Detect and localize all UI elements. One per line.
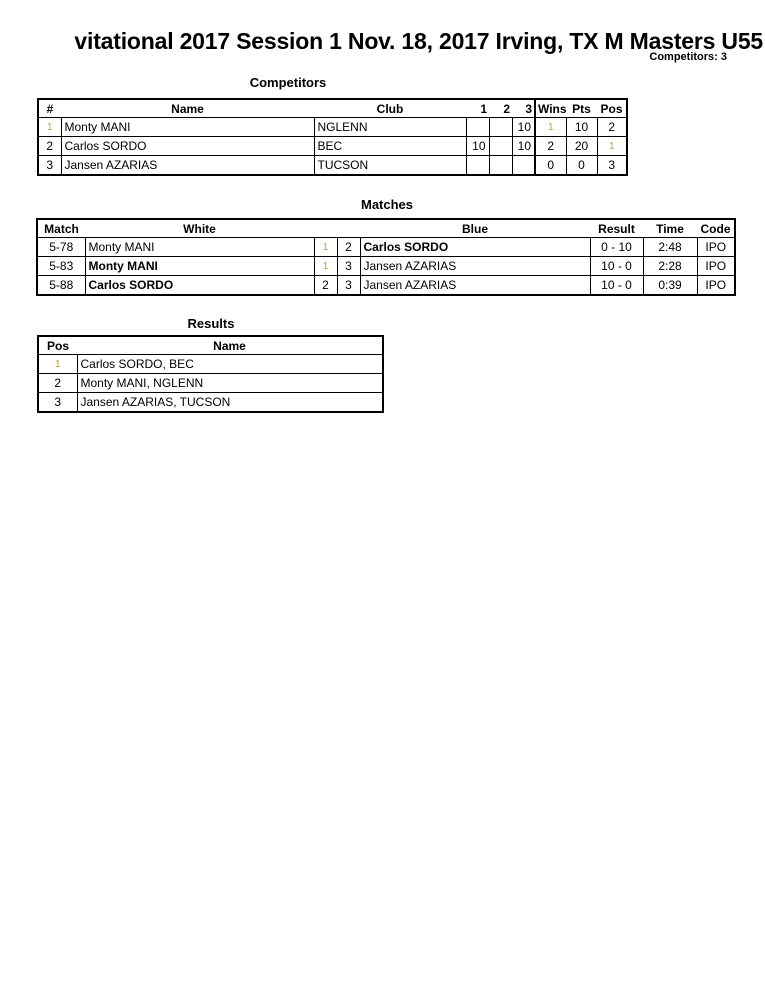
match-row: 5-78 Monty MANI 1 2 Carlos SORDO 0 - 10 2:48 IP… xyxy=(36,237,736,257)
score-1 xyxy=(465,155,490,176)
match-result: 0 - 10 xyxy=(589,237,644,257)
competitor-row: 1 Monty MANI NGLENN 10 1 10 2 xyxy=(37,117,628,137)
blue-competitor: Jansen AZARIAS xyxy=(359,256,591,276)
result-row: 2 Monty MANI, NGLENN xyxy=(37,373,384,393)
col-white: White xyxy=(183,221,216,236)
competitor-number: 2 xyxy=(37,136,62,156)
white-competitor: Monty MANI xyxy=(84,256,315,276)
match-number: 5-83 xyxy=(36,256,86,276)
matches-table: Match White Blue Result Time Code 5-78 Mo… xyxy=(36,218,736,296)
competitor-row: 2 Carlos SORDO BEC 10 10 2 20 1 xyxy=(37,136,628,156)
competitor-wins: 0 xyxy=(534,155,567,176)
col-white-num xyxy=(314,219,337,238)
col-1: 1 xyxy=(480,101,487,116)
competitor-club: NGLENN xyxy=(313,117,467,137)
competitor-club: BEC xyxy=(313,136,467,156)
blue-competitor: Jansen AZARIAS xyxy=(359,275,591,296)
col-club: Club xyxy=(376,101,404,116)
competitors-table: # Name Club 1 2 3 Wins Pts Pos 1 Monty MA… xyxy=(37,98,628,176)
col-pts: Pts xyxy=(572,101,591,116)
matches-title: Matches xyxy=(360,197,414,212)
score-1 xyxy=(465,117,490,137)
match-result: 10 - 0 xyxy=(589,256,644,276)
result-name: Jansen AZARIAS, TUCSON xyxy=(76,392,384,413)
col-num: # xyxy=(46,101,54,116)
match-code: IPO xyxy=(696,275,736,296)
col-2: 2 xyxy=(503,101,510,116)
col-3: 3 xyxy=(525,101,532,116)
col-name: Name xyxy=(213,338,246,353)
col-blue: Blue xyxy=(461,221,488,236)
result-name: Monty MANI, NGLENN xyxy=(76,373,384,393)
result-position: 3 xyxy=(37,392,78,413)
score-2 xyxy=(488,155,513,176)
col-code: Code xyxy=(700,221,731,236)
white-number: 1 xyxy=(313,256,338,276)
blue-number: 3 xyxy=(336,275,361,296)
match-row: 5-83 Monty MANI 1 3 Jansen AZARIAS 10 - 0 2:28… xyxy=(36,256,736,276)
match-number: 5-88 xyxy=(36,275,86,296)
col-match: Match xyxy=(44,221,79,236)
col-pos: Pos xyxy=(600,101,623,116)
col-name: Name xyxy=(171,101,204,116)
match-time: 2:48 xyxy=(642,237,698,257)
col-wins: Wins xyxy=(534,99,566,118)
competitor-wins: 2 xyxy=(534,136,567,156)
competitor-club: TUCSON xyxy=(313,155,467,176)
match-result: 10 - 0 xyxy=(589,275,644,296)
competitor-points: 20 xyxy=(565,136,598,156)
score-1: 10 xyxy=(465,136,490,156)
competitor-name: Jansen AZARIAS xyxy=(60,155,315,176)
col-result: Result xyxy=(598,221,635,236)
blue-number: 2 xyxy=(336,237,361,257)
result-position: 2 xyxy=(37,373,78,393)
competitor-name: Carlos SORDO xyxy=(60,136,315,156)
match-code: IPO xyxy=(696,237,736,257)
competitor-points: 10 xyxy=(565,117,598,137)
white-number: 2 xyxy=(313,275,338,296)
page-title: vitational 2017 Session 1 Nov. 18, 2017 … xyxy=(74,28,763,54)
result-position: 1 xyxy=(37,354,78,374)
competitors-header: # Name Club 1 2 3 Wins Pts Pos xyxy=(38,99,627,118)
match-time: 2:28 xyxy=(642,256,698,276)
competitors-title: Competitors xyxy=(249,75,327,90)
blue-competitor: Carlos SORDO xyxy=(359,237,591,257)
white-number: 1 xyxy=(313,237,338,257)
results-title: Results xyxy=(187,316,235,331)
white-competitor: Monty MANI xyxy=(84,237,315,257)
blue-number: 3 xyxy=(336,256,361,276)
competitor-number: 1 xyxy=(37,117,62,137)
competitor-name: Monty MANI xyxy=(60,117,315,137)
score-3 xyxy=(511,155,536,176)
white-competitor: Carlos SORDO xyxy=(84,275,315,296)
competitor-position: 3 xyxy=(596,155,628,176)
results-header: Pos Name xyxy=(38,336,383,355)
competitor-wins: 1 xyxy=(534,117,567,137)
score-2 xyxy=(488,117,513,137)
matches-header: Match White Blue Result Time Code xyxy=(37,219,735,238)
result-row: 1 Carlos SORDO, BEC xyxy=(37,354,384,374)
score-3: 10 xyxy=(511,117,536,137)
competitors-count: Competitors: 3 xyxy=(649,51,727,63)
match-time: 0:39 xyxy=(642,275,698,296)
competitor-position: 1 xyxy=(596,136,628,156)
results-table: Pos Name 1 Carlos SORDO, BEC 2 Monty MANI, … xyxy=(37,335,384,413)
score-3: 10 xyxy=(511,136,536,156)
match-code: IPO xyxy=(696,256,736,276)
result-name: Carlos SORDO, BEC xyxy=(76,354,384,374)
competitor-row: 3 Jansen AZARIAS TUCSON 0 0 3 xyxy=(37,155,628,176)
competitor-position: 2 xyxy=(596,117,628,137)
score-2 xyxy=(488,136,513,156)
result-row: 3 Jansen AZARIAS, TUCSON xyxy=(37,392,384,413)
competitor-points: 0 xyxy=(565,155,598,176)
match-row: 5-88 Carlos SORDO 2 3 Jansen AZARIAS 10 - 0 0:… xyxy=(36,275,736,296)
col-pos: Pos xyxy=(46,338,69,353)
col-time: Time xyxy=(656,221,684,236)
col-blue-num xyxy=(337,219,360,238)
competitor-number: 3 xyxy=(37,155,62,176)
match-number: 5-78 xyxy=(36,237,86,257)
